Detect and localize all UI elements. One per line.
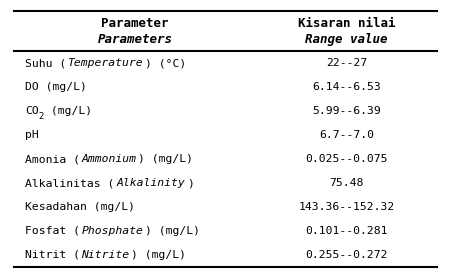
Text: 0.101--0.281: 0.101--0.281 [305,226,388,236]
Text: (mg/L): (mg/L) [45,106,93,116]
Text: 5.99--6.39: 5.99--6.39 [312,106,381,116]
Text: Kisaran nilai: Kisaran nilai [298,17,395,30]
Text: ) (mg/L): ) (mg/L) [138,154,193,164]
Text: 2: 2 [39,112,44,121]
Text: pH: pH [25,130,39,140]
Text: Ammonium: Ammonium [81,154,136,164]
Text: Nitrite: Nitrite [81,250,129,260]
Text: 6.14--6.53: 6.14--6.53 [312,82,381,92]
Text: Alkalinitas (: Alkalinitas ( [25,178,114,188]
Text: Parameters: Parameters [98,33,172,46]
Text: 75.48: 75.48 [329,178,364,188]
Text: ) (°C): ) (°C) [145,58,186,68]
Text: Range value: Range value [305,33,388,46]
Text: Suhu (: Suhu ( [25,58,66,68]
Text: Phosphate: Phosphate [81,226,143,236]
Text: Parameter: Parameter [101,17,169,30]
Text: 22--27: 22--27 [326,58,367,68]
Text: 0.025--0.075: 0.025--0.075 [305,154,388,164]
Text: Temperature: Temperature [67,58,143,68]
Text: Amonia (: Amonia ( [25,154,80,164]
Text: 0.255--0.272: 0.255--0.272 [305,250,388,260]
Text: DO (mg/L): DO (mg/L) [25,82,86,92]
Text: Alkalinity: Alkalinity [117,178,185,188]
Text: Nitrit (: Nitrit ( [25,250,80,260]
Text: ) (mg/L): ) (mg/L) [130,250,186,260]
Text: 143.36--152.32: 143.36--152.32 [298,202,395,212]
Text: 6.7--7.0: 6.7--7.0 [319,130,374,140]
Text: ) (mg/L): ) (mg/L) [145,226,200,236]
Text: CO: CO [25,106,39,116]
Text: Fosfat (: Fosfat ( [25,226,80,236]
Text: Kesadahan (mg/L): Kesadahan (mg/L) [25,202,135,212]
Text: ): ) [187,178,194,188]
